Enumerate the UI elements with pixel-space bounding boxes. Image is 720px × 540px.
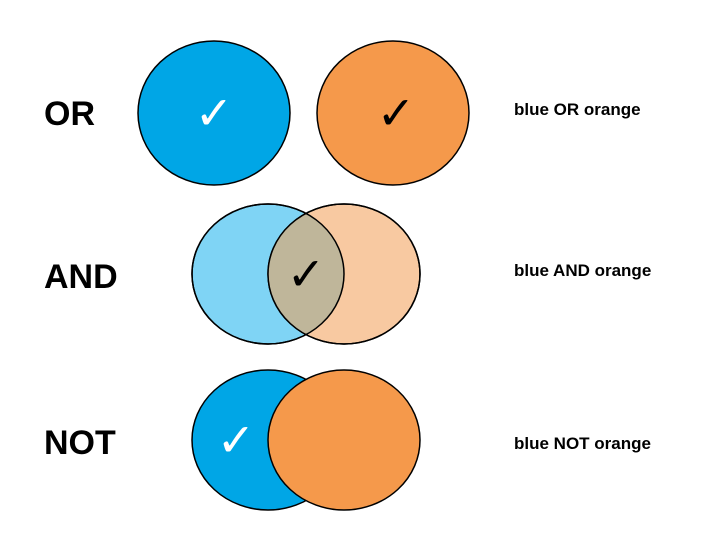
or-orange-circle — [316, 40, 470, 186]
not-caption: blue NOT orange — [514, 434, 651, 453]
and-blue-outline — [191, 203, 345, 345]
and-diagram: ✓ — [191, 203, 421, 345]
and-orange-outline — [267, 203, 421, 345]
or-diagram: ✓ ✓ — [137, 40, 470, 186]
not-orange-circle — [267, 369, 421, 511]
not-diagram: ✓ — [191, 369, 421, 511]
or-blue-circle — [137, 40, 291, 186]
and-intersection — [268, 204, 344, 344]
or-orange-checkmark: ✓ — [377, 86, 416, 140]
or-caption: blue OR orange — [514, 100, 641, 119]
not-blue-checkmark: ✓ — [217, 413, 256, 467]
and-intersection-checkmark: ✓ — [287, 247, 326, 301]
or-label: OR — [44, 95, 95, 133]
not-label: NOT — [44, 424, 116, 462]
and-label: AND — [44, 258, 118, 296]
or-blue-checkmark: ✓ — [195, 86, 234, 140]
and-caption: blue AND orange — [514, 261, 652, 280]
